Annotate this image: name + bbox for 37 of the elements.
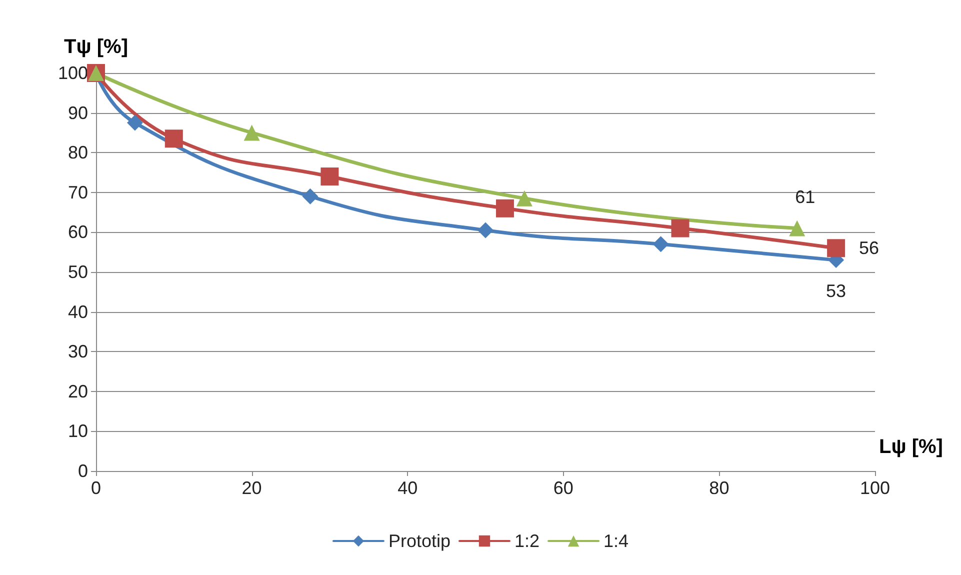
- x-tick-label: 100: [860, 478, 890, 498]
- point: [164, 130, 183, 148]
- x-tick-label: 80: [709, 478, 730, 498]
- point: [652, 236, 669, 252]
- y-tick-label: 90: [68, 102, 88, 123]
- y-tick-label: 60: [68, 222, 88, 242]
- point: [478, 222, 494, 238]
- y-tick-label: 50: [68, 262, 88, 282]
- y-tick-label: 10: [68, 421, 88, 442]
- y-tick-label: 40: [68, 302, 88, 322]
- point: [302, 188, 318, 204]
- legend-label: 1:4: [604, 531, 629, 551]
- x-tick-label: 40: [398, 478, 418, 498]
- x-tick-label: 60: [553, 478, 574, 498]
- y-tick-label: 30: [68, 342, 88, 362]
- point: [126, 114, 143, 131]
- point: [496, 199, 514, 218]
- y-axis-title: Tψ [%]: [64, 36, 128, 58]
- y-tick-label: 80: [68, 142, 88, 163]
- point: [244, 124, 260, 141]
- point: [671, 219, 690, 238]
- x-tick-label: 20: [242, 478, 262, 498]
- legend-label: 1:2: [514, 531, 540, 551]
- data-label: 61: [795, 187, 816, 208]
- y-tick-label: 100: [58, 63, 88, 83]
- point: [827, 239, 846, 258]
- x-axis-title: Lψ [%]: [879, 436, 943, 458]
- y-tick-label: 70: [68, 182, 88, 202]
- data-label: 56: [859, 238, 880, 258]
- legend-label: Prototip: [388, 531, 451, 551]
- y-tick-label: 20: [68, 381, 88, 402]
- point: [516, 190, 532, 206]
- y-tick-label: 0: [78, 461, 88, 481]
- point: [789, 220, 806, 236]
- x-tick-label: 0: [90, 478, 102, 498]
- point: [320, 167, 339, 186]
- data-label: 53: [826, 281, 846, 302]
